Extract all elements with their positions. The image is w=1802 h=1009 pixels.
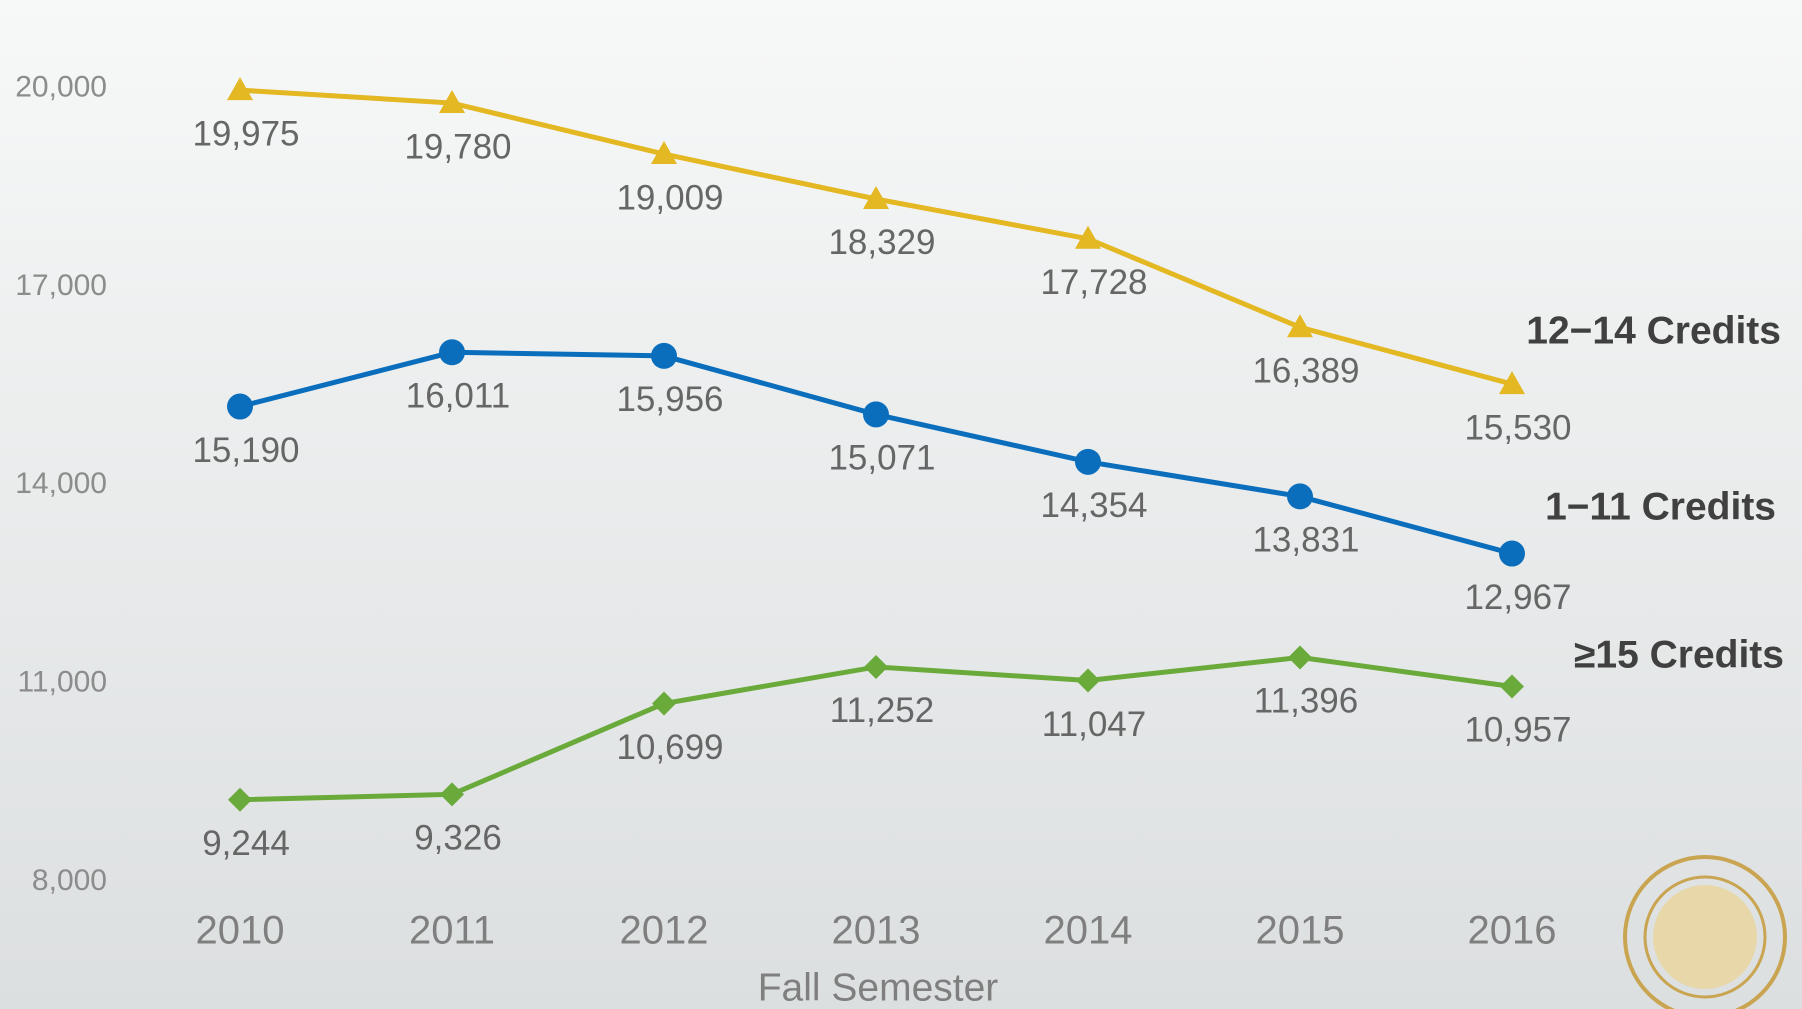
x-tick-label: 2016	[1468, 909, 1557, 953]
y-tick-label: 20,000	[15, 70, 107, 103]
marker	[228, 787, 252, 812]
y-tick-label: 11,000	[17, 666, 107, 699]
marker	[1500, 674, 1524, 699]
marker	[1075, 225, 1101, 249]
data-label: 11,252	[830, 691, 934, 730]
marker	[864, 654, 888, 679]
logo	[1623, 855, 1787, 1009]
data-label: 9,326	[414, 819, 502, 858]
marker	[651, 141, 677, 165]
data-label: 16,011	[406, 377, 510, 416]
x-tick-label: 2013	[832, 909, 921, 953]
series-label: ≥15 Credits	[1574, 633, 1784, 676]
data-label: 16,389	[1252, 352, 1359, 391]
data-label: 11,047	[1042, 705, 1146, 744]
data-label: 15,956	[616, 380, 723, 419]
marker	[1287, 314, 1313, 338]
logo-ring	[1623, 855, 1787, 1009]
marker	[651, 342, 677, 369]
data-label: 18,329	[828, 223, 935, 262]
data-label: 19,975	[192, 114, 299, 153]
data-label: 15,071	[828, 439, 935, 478]
x-tick-label: 2015	[1256, 909, 1345, 953]
marker	[863, 401, 889, 428]
logo-center	[1653, 885, 1757, 989]
marker	[440, 782, 464, 807]
logo-ring	[1643, 875, 1767, 999]
y-tick-label: 14,000	[15, 467, 107, 500]
marker	[1499, 371, 1525, 395]
data-label: 19,780	[404, 127, 511, 166]
marker	[227, 77, 253, 101]
x-tick-label: 2012	[620, 909, 709, 953]
marker	[652, 691, 676, 716]
data-label: 13,831	[1252, 521, 1359, 560]
data-label: 12,967	[1464, 578, 1571, 617]
data-label: 11,396	[1254, 682, 1358, 721]
data-label: 10,699	[616, 728, 723, 767]
series-label: 1−11 Credits	[1545, 485, 1776, 528]
marker	[1075, 448, 1101, 475]
x-tick-label: 2010	[196, 909, 285, 953]
data-label: 9,244	[202, 824, 290, 863]
data-label: 19,009	[616, 178, 723, 217]
x-tick-label: 2011	[409, 909, 495, 953]
y-tick-label: 8,000	[32, 864, 107, 897]
y-tick-label: 17,000	[15, 269, 107, 302]
x-axis-title: Fall Semester	[758, 966, 999, 1009]
x-tick-label: 2014	[1044, 909, 1133, 953]
marker	[227, 393, 253, 420]
marker	[1287, 483, 1313, 510]
data-label: 15,190	[192, 431, 299, 470]
marker	[1288, 645, 1312, 670]
marker	[1076, 668, 1100, 693]
marker	[863, 185, 889, 209]
data-label: 14,354	[1040, 486, 1147, 525]
series-label: 12−14 Credits	[1526, 309, 1781, 352]
marker	[439, 339, 465, 366]
marker	[439, 90, 465, 114]
data-label: 17,728	[1040, 263, 1147, 302]
data-label: 15,530	[1464, 408, 1571, 447]
data-label: 10,957	[1464, 711, 1571, 750]
marker	[1499, 540, 1525, 567]
